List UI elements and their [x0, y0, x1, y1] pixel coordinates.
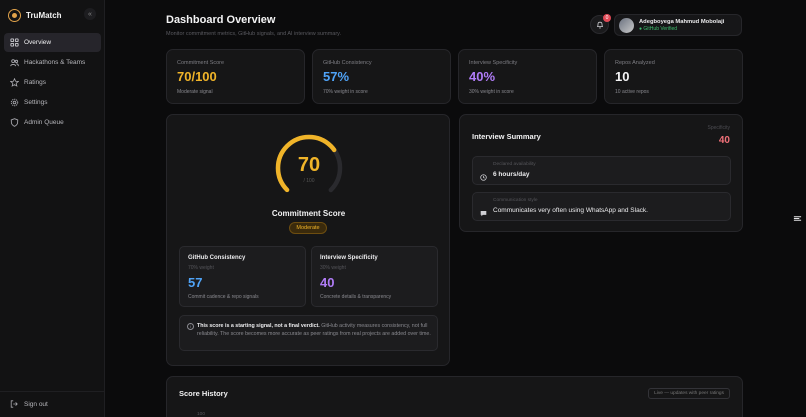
- commitment-score-card: 70 / 100 Commitment Score Moderate GitHu…: [166, 114, 450, 366]
- main-content: Dashboard Overview Monitor commitment me…: [105, 0, 806, 417]
- sidebar-footer: Sign out: [0, 391, 105, 417]
- sidebar-item-hackathons[interactable]: Hackathons & Teams: [4, 53, 101, 72]
- gauge-unit: / 100: [303, 178, 315, 184]
- stat-label: Repos Analyzed: [615, 60, 655, 66]
- brand-name: TruMatch: [26, 10, 62, 20]
- panel-value: 40: [320, 275, 335, 290]
- user-name: Adegboyega Mahmud Mobolaji: [639, 18, 725, 25]
- collapse-sidebar-button[interactable]: «: [84, 8, 96, 20]
- sidebar-item-overview[interactable]: Overview: [4, 33, 101, 52]
- page-title: Dashboard Overview: [166, 14, 276, 26]
- communication-row: Communication style Communicates very of…: [472, 192, 731, 221]
- star-icon: [10, 78, 19, 87]
- row-label: Declared availability: [493, 162, 536, 167]
- commitment-gauge: 70 / 100: [273, 132, 345, 204]
- y-axis-tick: 100: [197, 412, 206, 417]
- panel-weight: 30% weight: [320, 265, 346, 271]
- avatar: [619, 17, 634, 33]
- interview-summary-title: Interview Summary: [472, 132, 541, 141]
- sidebar: TruMatch « Overview Hackathons & Teams R…: [0, 0, 105, 417]
- gauge-value: 70: [297, 154, 321, 176]
- stat-label: Interview Specificity: [469, 60, 518, 66]
- user-profile-button[interactable]: Adegboyega Mahmud Mobolaji ● GitHub Veri…: [614, 14, 742, 36]
- sign-out-button[interactable]: Sign out: [10, 400, 48, 408]
- stat-value: 40%: [469, 69, 496, 84]
- score-level-badge: Moderate: [289, 222, 327, 234]
- stat-note: 70% weight in score: [323, 89, 368, 95]
- stat-card-interview: Interview Specificity 40% 30% weight in …: [458, 49, 597, 104]
- stat-value: 70/100: [177, 69, 217, 84]
- sign-out-icon: [10, 400, 18, 408]
- stat-label: Commitment Score: [177, 60, 225, 66]
- sidebar-item-label: Hackathons & Teams: [24, 59, 86, 66]
- panel-weight: 70% weight: [188, 265, 214, 271]
- row-value: 6 hours/day: [493, 171, 530, 178]
- specificity-value: 40: [718, 135, 730, 146]
- brand[interactable]: TruMatch: [8, 8, 98, 22]
- gear-icon: [10, 98, 19, 107]
- sign-out-label: Sign out: [24, 400, 48, 408]
- panel-value: 57: [188, 275, 203, 290]
- row-value: Communicates very often using WhatsApp a…: [493, 207, 648, 214]
- clock-icon: [480, 168, 487, 181]
- github-verified-badge: ● GitHub Verified: [639, 25, 678, 32]
- disclaimer-bold: This score is a starting signal, not a f…: [197, 323, 320, 329]
- stat-card-commitment: Commitment Score 70/100 Moderate signal: [166, 49, 305, 104]
- stat-label: GitHub Consistency: [323, 60, 372, 66]
- panel-title: GitHub Consistency: [188, 255, 246, 261]
- side-drawer-handle-icon[interactable]: [791, 212, 803, 224]
- score-history-title: Score History: [179, 389, 228, 398]
- panel-note: Concrete details & transparency: [320, 294, 392, 300]
- stat-value: 57%: [323, 69, 350, 84]
- commitment-score-title: Commitment Score: [271, 209, 346, 218]
- stat-note: 10 active repos: [615, 89, 649, 95]
- page-subtitle: Monitor commitment metrics, GitHub signa…: [166, 31, 342, 37]
- github-consistency-panel: GitHub Consistency 70% weight 57 Commit …: [179, 246, 306, 307]
- sidebar-item-label: Overview: [24, 39, 52, 46]
- stat-card-github: GitHub Consistency 57% 70% weight in sco…: [312, 49, 451, 104]
- score-history-card: Score History Live — updates with peer r…: [166, 376, 743, 417]
- shield-icon: [10, 118, 19, 127]
- brand-logo-icon: [8, 8, 21, 22]
- users-icon: [10, 58, 19, 67]
- interview-summary-card: Interview Summary Specificity 40 Declare…: [459, 114, 743, 232]
- panel-note: Commit cadence & repo signals: [188, 294, 259, 300]
- panel-title: Interview Specificity: [320, 255, 378, 261]
- info-icon: i: [187, 323, 194, 330]
- bell-icon: [596, 21, 603, 28]
- disclaimer-text: This score is a starting signal, not a f…: [197, 322, 433, 338]
- header-actions: 0 Adegboyega Mahmud Mobolaji ● GitHub Ve…: [590, 14, 806, 37]
- sidebar-item-settings[interactable]: Settings: [4, 93, 101, 112]
- sidebar-nav: Overview Hackathons & Teams Ratings Sett…: [4, 33, 101, 133]
- gauge-fill: [275, 134, 343, 202]
- score-disclaimer: i This score is a starting signal, not a…: [179, 315, 438, 351]
- grid-icon: [10, 38, 19, 47]
- stat-note: 30% weight in score: [469, 89, 514, 95]
- specificity-label: Specificity: [707, 125, 730, 131]
- notification-count-badge: 0: [603, 14, 611, 22]
- notifications-button[interactable]: 0: [590, 14, 611, 34]
- sidebar-item-label: Settings: [24, 99, 48, 106]
- stat-value: 10: [615, 69, 630, 84]
- sidebar-item-label: Ratings: [24, 79, 47, 86]
- row-label: Communication style: [493, 198, 538, 203]
- interview-specificity-panel: Interview Specificity 30% weight 40 Conc…: [311, 246, 438, 307]
- sidebar-item-admin-queue[interactable]: Admin Queue: [4, 113, 101, 132]
- availability-row: Declared availability 6 hours/day: [472, 156, 731, 185]
- live-updates-pill: Live — updates with peer ratings: [648, 388, 730, 399]
- sidebar-item-label: Admin Queue: [24, 119, 64, 126]
- chat-icon: [480, 204, 487, 217]
- stat-note: Moderate signal: [177, 89, 213, 95]
- stat-card-repos: Repos Analyzed 10 10 active repos: [604, 49, 743, 104]
- sidebar-item-ratings[interactable]: Ratings: [4, 73, 101, 92]
- disclaimer-rest: GitHub activity measures consistency, no…: [197, 323, 431, 338]
- user-meta: Adegboyega Mahmud Mobolaji ● GitHub Veri…: [639, 19, 724, 32]
